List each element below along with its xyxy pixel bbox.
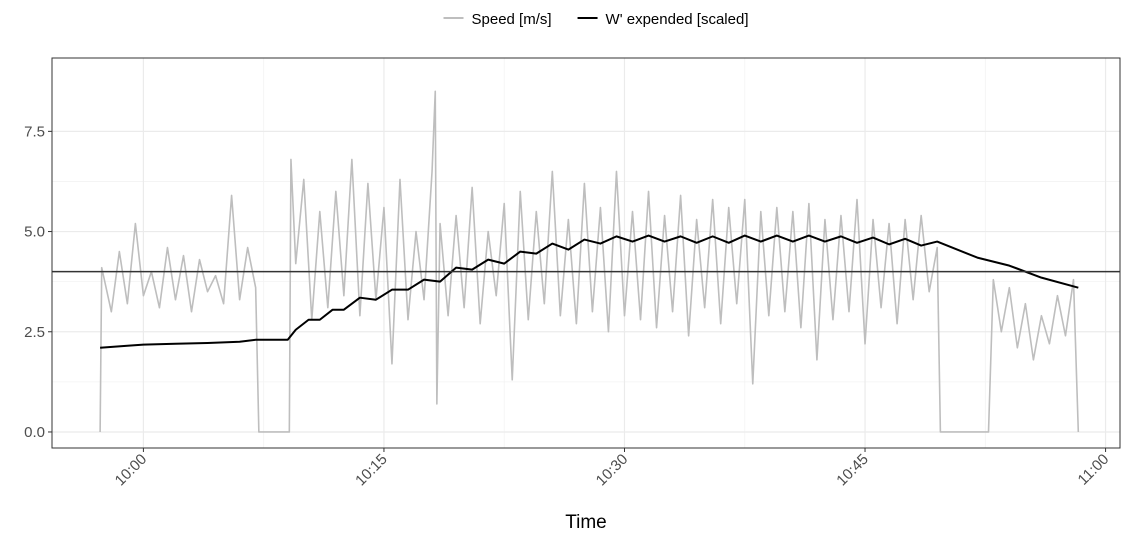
y-tick-label: 0.0 — [24, 424, 45, 441]
x-tick-label: 11:00 — [1075, 451, 1113, 489]
legend-label: W' expended [scaled] — [606, 11, 749, 28]
x-axis-title: Time — [565, 512, 607, 533]
legend-item: W' expended [scaled] — [577, 11, 749, 28]
y-tick-label: 2.5 — [24, 324, 45, 341]
plot-lines — [52, 90, 1120, 433]
axes: 0.0 2.5 5.0 7.5 10:00 10:15 10:30 10:45 11:00 — [24, 123, 1112, 489]
grid — [52, 58, 1120, 448]
panel-border — [51, 57, 1121, 449]
x-tick-label: 10:00 — [112, 451, 151, 490]
x-tick-label: 10:15 — [352, 451, 391, 490]
x-tick-label: 10:30 — [593, 451, 632, 490]
legend-label: Speed [m/s] — [472, 11, 552, 28]
y-tick-label: 5.0 — [24, 224, 45, 241]
y-tick-label: 7.5 — [24, 123, 45, 140]
series-line — [100, 234, 1079, 349]
series-line — [99, 90, 1080, 433]
x-tick-label: 10:45 — [833, 451, 872, 490]
legend-item: Speed [m/s] — [443, 11, 552, 28]
legend: Speed [m/s] W' expended [scaled] — [443, 11, 749, 28]
